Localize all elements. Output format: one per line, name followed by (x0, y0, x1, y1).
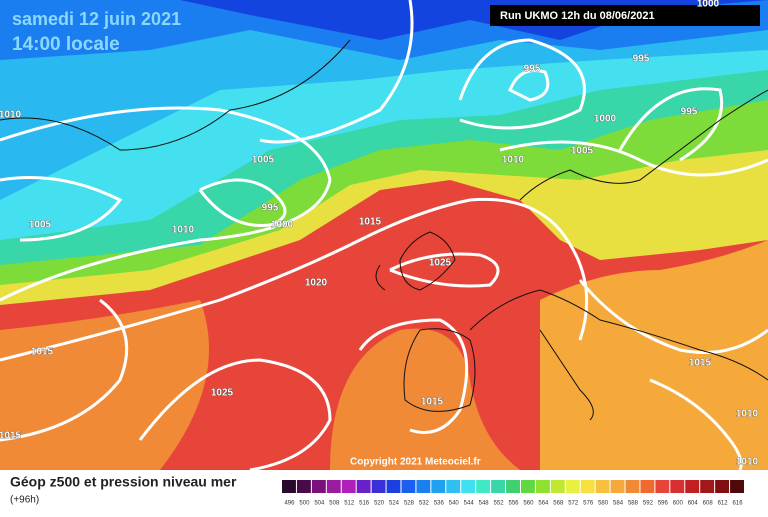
scale-swatch (311, 480, 326, 493)
isobar-label: 1010 (0, 110, 22, 121)
isobar-label: 1015 (31, 347, 54, 358)
scale-swatch (595, 480, 610, 493)
scale-swatch (610, 480, 625, 493)
scale-swatch (535, 480, 550, 493)
scale-label: 612 (718, 501, 729, 507)
coastlines (0, 39, 768, 421)
scale-label: 548 (479, 501, 490, 507)
scale-swatch (386, 480, 401, 493)
date-label: samedi 12 juin 2021 (12, 9, 181, 29)
scale-swatch (446, 480, 461, 493)
isobar-label: 995 (262, 203, 279, 214)
scale-swatch (401, 480, 416, 493)
scale-label: 552 (494, 501, 505, 507)
isobar-label: 1005 (29, 220, 52, 231)
time-label: 14:00 locale (12, 34, 120, 55)
scale-label: 544 (464, 501, 475, 507)
scale-swatch (491, 480, 506, 493)
isobar-label: 1015 (421, 397, 444, 408)
scale-label: 580 (598, 501, 609, 507)
isobar-label: 1010 (172, 225, 195, 236)
scale-swatch (550, 480, 565, 493)
isobar-label: 1020 (305, 278, 328, 289)
scale-swatch (655, 480, 670, 493)
isobar-label: 1005 (571, 146, 594, 157)
scale-swatch (326, 480, 341, 493)
scale-swatch (296, 480, 311, 493)
scale-label: 608 (703, 501, 714, 507)
isobar-label: 1025 (211, 388, 234, 399)
isobar-label: 1000 (594, 114, 617, 125)
scale-swatch (416, 480, 431, 493)
isobar-label: 1015 (359, 217, 382, 228)
isobar-label: 1015 (689, 358, 712, 369)
scale-swatch (371, 480, 386, 493)
scale-swatch (431, 480, 446, 493)
isobar-label: 995 (633, 54, 650, 65)
scale-label: 500 (299, 501, 310, 507)
isobar-label: 1005 (252, 155, 275, 166)
scale-label: 588 (628, 501, 639, 507)
copyright: Copyright 2021 Meteociel.fr (350, 457, 481, 468)
pressure-band (0, 0, 768, 200)
scale-label: 528 (404, 501, 415, 507)
scale-label: 584 (613, 501, 624, 507)
scale-swatch (565, 480, 580, 493)
scale-label: 540 (449, 501, 460, 507)
scale-label: 604 (688, 501, 699, 507)
scale-label: 524 (389, 501, 400, 507)
scale-label: 568 (553, 501, 564, 507)
scale-swatch (356, 480, 371, 493)
isobar-label: 1025 (429, 258, 452, 269)
scale-swatch (282, 480, 296, 493)
scale-label: 576 (583, 501, 594, 507)
scale-swatch (715, 480, 730, 493)
scale-swatch (670, 480, 685, 493)
isobar-label: 1010 (736, 457, 759, 468)
scale-swatch (685, 480, 700, 493)
scale-swatch (580, 480, 595, 493)
scale-label: 520 (374, 501, 385, 507)
caption: Géop z500 et pression niveau mer (10, 474, 237, 490)
scale-swatch (730, 480, 744, 493)
isobar-label: 1000 (697, 0, 720, 10)
scale-label: 600 (673, 501, 684, 507)
scale-swatch (506, 480, 520, 493)
scale-label: 536 (434, 501, 445, 507)
isobars (0, 0, 768, 442)
isobar-label: 1000 (271, 220, 294, 231)
orange-area (330, 328, 520, 470)
scale-swatch (461, 480, 476, 493)
isobar-label: 995 (681, 107, 698, 118)
run-label: Run UKMO 12h du 08/06/2021 (500, 10, 655, 22)
isobar-label: 1015 (0, 431, 22, 442)
scale-label: 512 (344, 501, 355, 507)
scale-swatch (700, 480, 715, 493)
scale-label: 556 (508, 501, 519, 507)
scale-label: 564 (538, 501, 549, 507)
caption-sub: (+96h) (10, 495, 39, 506)
scale-label: 596 (658, 501, 669, 507)
scale-label: 616 (733, 501, 744, 507)
scale-label: 532 (419, 501, 430, 507)
scale-label: 516 (359, 501, 370, 507)
scale-swatch (625, 480, 640, 493)
scale-swatch (476, 480, 491, 493)
scale-swatch (520, 480, 535, 493)
isobar-label: 995 (524, 64, 541, 75)
scale-label: 572 (568, 501, 579, 507)
run-box (490, 5, 760, 26)
isobar-label: 1010 (502, 155, 525, 166)
scale-swatch (341, 480, 356, 493)
scale-label: 504 (314, 501, 325, 507)
scale-label: 592 (643, 501, 654, 507)
scale-label: 496 (284, 501, 295, 507)
scale-swatch (640, 480, 655, 493)
scale-label: 508 (329, 501, 340, 507)
scale-label: 560 (523, 501, 534, 507)
isobar-label: 1010 (736, 409, 759, 420)
